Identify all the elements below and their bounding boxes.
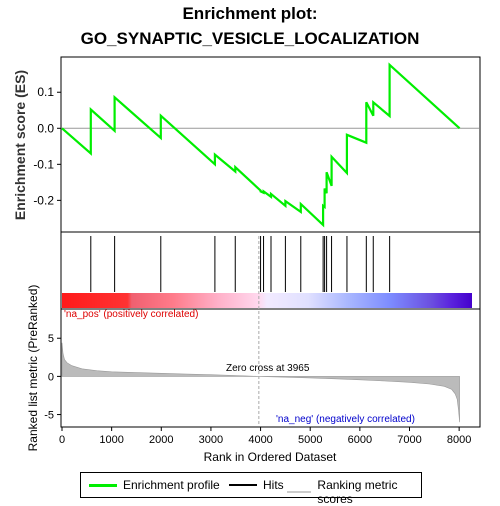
metric-y-axis-label: Ranked list metric (PreRanked) bbox=[26, 285, 40, 452]
legend-label-profile: Enrichment profile bbox=[123, 478, 220, 492]
legend-label-metric: Ranking metric scores bbox=[317, 478, 398, 506]
x-tick-label-6: 6000 bbox=[348, 434, 372, 446]
enrichment-profile-line bbox=[61, 62, 461, 228]
metric-tick-label-1: 0 bbox=[48, 371, 54, 383]
legend-item-profile: Enrichment profile bbox=[89, 478, 220, 492]
zero-cross-label: Zero cross at 3965 bbox=[226, 363, 310, 374]
es-tick-label-2: 0.0 bbox=[37, 121, 54, 135]
es-tick-label-1: -0.1 bbox=[33, 157, 54, 171]
legend-swatch-hits bbox=[229, 484, 257, 486]
x-tick-label-5: 5000 bbox=[298, 434, 322, 446]
legend-label-hits: Hits bbox=[263, 478, 284, 492]
metric-axis: -5 0 5 bbox=[44, 333, 61, 422]
positive-correlation-label: 'na_pos' (positively correlated) bbox=[64, 309, 198, 320]
x-tick-label-0: 0 bbox=[59, 434, 65, 446]
chart-title-line1: Enrichment plot: bbox=[182, 4, 318, 23]
x-tick-label-7: 7000 bbox=[397, 434, 421, 446]
x-tick-label-1: 1000 bbox=[99, 434, 123, 446]
x-tick-label-8: 8000 bbox=[447, 434, 471, 446]
rank-color-bar bbox=[62, 293, 472, 308]
es-y-axis-label: Enrichment score (ES) bbox=[12, 70, 28, 220]
x-tick-label-2: 2000 bbox=[149, 434, 173, 446]
es-tick-label-3: 0.1 bbox=[37, 85, 54, 99]
es-tick-label-0: -0.2 bbox=[33, 193, 54, 207]
legend: Enrichment profile Hits Ranking metric s… bbox=[80, 472, 422, 506]
ranking-metric-area bbox=[61, 342, 460, 423]
chart-title-line2: GO_SYNAPTIC_VESICLE_LOCALIZATION bbox=[80, 29, 420, 48]
x-tick-label-3: 3000 bbox=[199, 434, 223, 446]
negative-correlation-label: 'na_neg' (negatively correlated) bbox=[276, 414, 415, 425]
metric-panel-frame bbox=[60, 308, 481, 428]
x-axis-label: Rank in Ordered Dataset bbox=[204, 450, 337, 464]
es-axis: -0.2 -0.1 0.0 0.1 bbox=[33, 85, 479, 207]
legend-item-hits: Hits bbox=[229, 478, 284, 492]
legend-swatch-profile bbox=[89, 483, 117, 487]
metric-tick-label-2: 5 bbox=[48, 333, 54, 345]
x-tick-label-4: 4000 bbox=[248, 434, 272, 446]
es-panel-frame bbox=[60, 56, 481, 233]
legend-item-metric: Ranking metric scores bbox=[287, 478, 421, 506]
x-axis: 0 1000 2000 3000 4000 5000 6000 7000 8000 bbox=[59, 427, 471, 446]
enrichment-chart: -0.2 -0.1 0.0 0.1 -5 0 5 0 1000 2000 3000 4000 500… bbox=[12, 56, 481, 464]
metric-tick-label-0: -5 bbox=[44, 410, 54, 422]
legend-swatch-metric bbox=[287, 491, 312, 493]
